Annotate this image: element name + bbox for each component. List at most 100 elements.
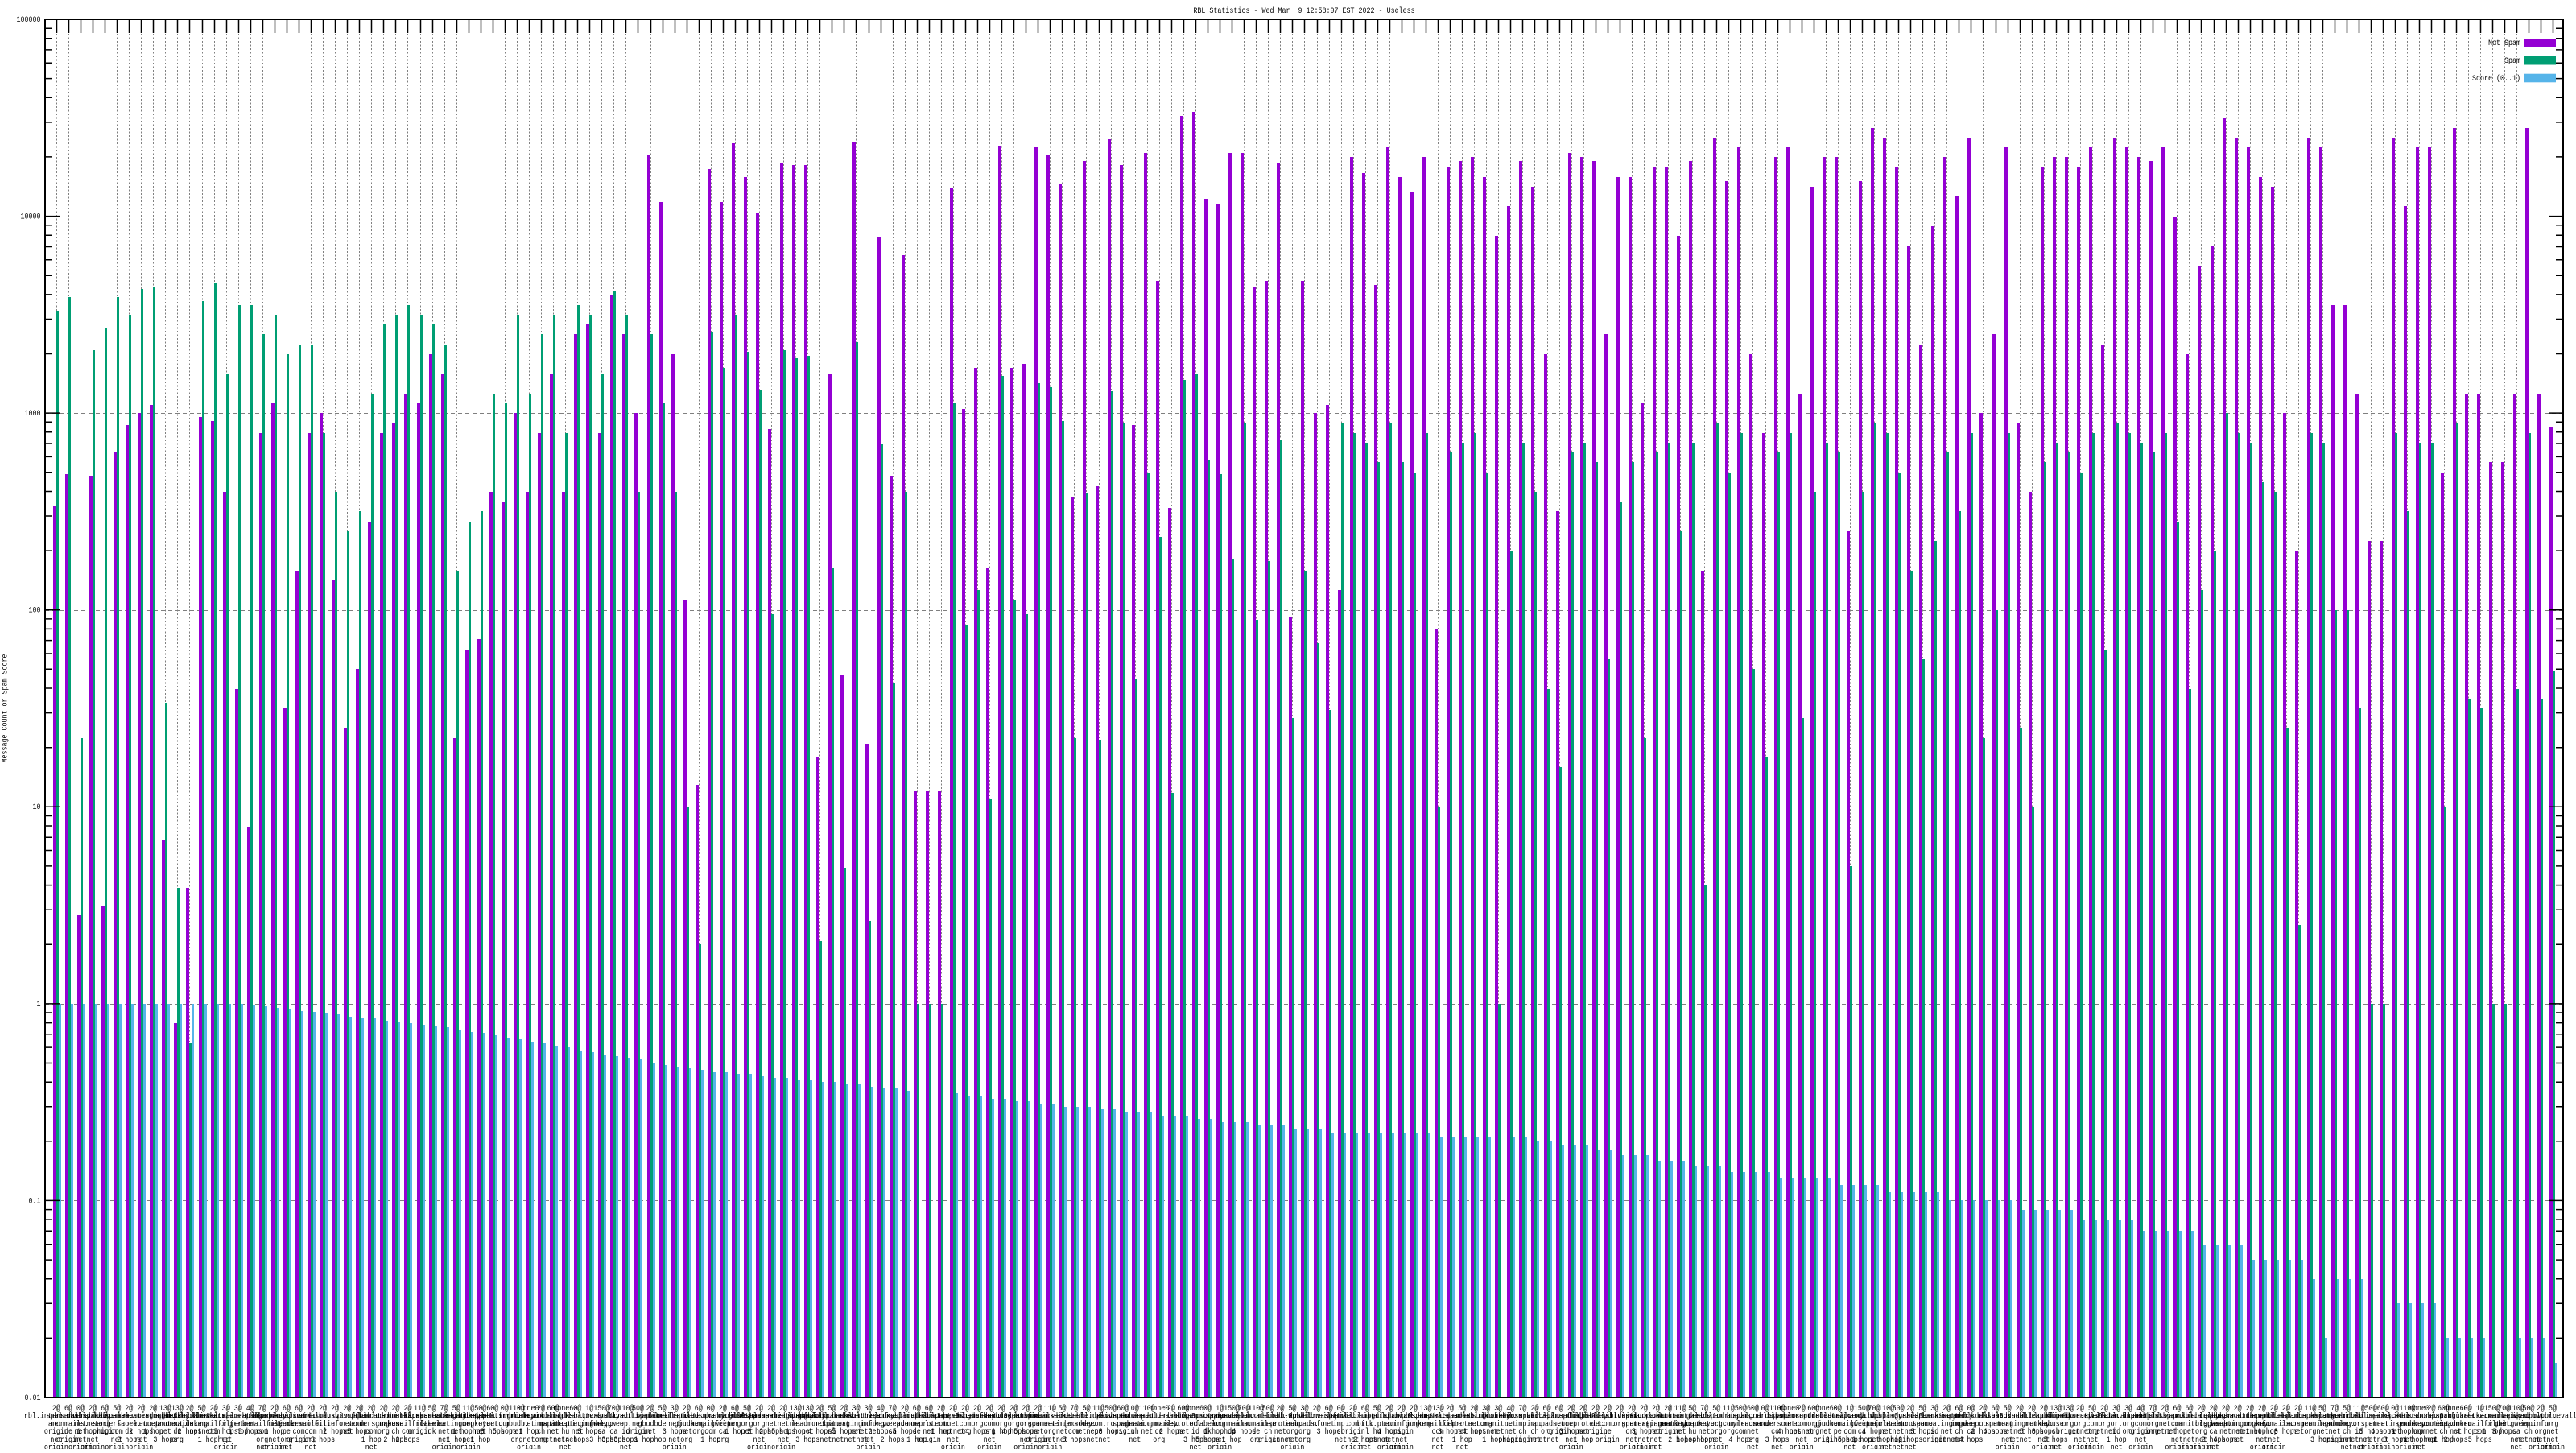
svg-text:backscatter.: backscatter. [432, 1411, 481, 1421]
svg-text:org: org [1298, 1434, 1311, 1444]
svg-text:com: com [704, 1426, 716, 1436]
svg-text:net: net [87, 1434, 99, 1444]
svg-text:5@: 5@ [2343, 1403, 2351, 1413]
svg-text:org: org [2486, 1419, 2498, 1429]
svg-text:virbl.dnsbl.: virbl.dnsbl. [1341, 1411, 1389, 1421]
svg-text:2@: 2@ [937, 1403, 945, 1413]
svg-text:1 hop: 1 hop [446, 1434, 466, 1444]
svg-text:1 hop: 1 hop [1573, 1434, 1593, 1444]
svg-text:com: com [2280, 1419, 2292, 1429]
svg-text:de: de [1228, 1426, 1236, 1436]
svg-text:dnsbl.calivent.: dnsbl.calivent. [256, 1411, 316, 1421]
svg-text:noptr.spamrats.: noptr.spamrats. [1420, 1411, 1480, 1421]
svg-text:net: net [668, 1434, 680, 1444]
svg-text:net: net [1711, 1434, 1723, 1444]
svg-text:2@: 2@ [1640, 1403, 1648, 1413]
svg-text:leadmon.: leadmon. [1736, 1419, 1769, 1429]
svg-text:bit.: bit. [1357, 1419, 1373, 1429]
svg-text:4@: 4@ [2136, 1403, 2145, 1413]
svg-text:0@: 0@ [1203, 1403, 1212, 1413]
svg-text:netnet: netnet [1790, 1426, 1814, 1436]
svg-text:2@: 2@ [1034, 1403, 1042, 1413]
svg-text:0.01: 0.01 [24, 1393, 40, 1402]
svg-text:net: net [1286, 1434, 1298, 1444]
svg-text:70@: 70@ [2498, 1403, 2510, 1413]
svg-text:net: net [1141, 1426, 1153, 1436]
svg-text:wormrbl.: wormrbl. [1942, 1411, 1975, 1421]
svg-text:fabel.: fabel. [117, 1419, 141, 1429]
svg-text:bl.konstant.: bl.konstant. [1959, 1411, 2007, 1421]
svg-text:4 hops: 4 hops [2371, 1426, 2395, 1436]
svg-text:psbl.surriel.: psbl.surriel. [478, 1411, 530, 1421]
svg-text:net: net [474, 1426, 486, 1436]
svg-text:0@: 0@ [1834, 1403, 1842, 1413]
svg-text:4 hops: 4 hops [565, 1434, 589, 1444]
svg-text:com: com [1917, 1419, 1929, 1429]
svg-text:net: net [462, 1434, 474, 1444]
svg-text:b.barracudacentral.: b.barracudacentral. [964, 1411, 1040, 1421]
svg-text:netnet: netnet [2153, 1426, 2177, 1436]
svg-text:imp.: imp. [2339, 1419, 2355, 1429]
svg-text:com: com [2135, 1419, 2147, 1429]
svg-text:1@: 1@ [585, 1403, 593, 1413]
svg-text:bl.mxrbl.: bl.mxrbl. [2268, 1411, 2304, 1421]
svg-text:2@: 2@ [755, 1403, 763, 1413]
svg-text:com: com [1843, 1426, 1856, 1436]
svg-text:1 hop: 1 hop [2482, 1426, 2502, 1436]
svg-text:backscatter.: backscatter. [2298, 1411, 2347, 1421]
svg-text:net: net [1432, 1443, 1444, 1449]
svg-text:orvedb.: orvedb. [1533, 1411, 1561, 1421]
svg-text:2@: 2@ [1616, 1403, 1624, 1413]
svg-text:5 hops: 5 hops [214, 1426, 238, 1436]
svg-text:ro: ro [1107, 1419, 1115, 1429]
svg-text:org: org [1747, 1434, 1759, 1444]
svg-text:hostkarma.: hostkarma. [2460, 1411, 2500, 1421]
svg-text:org: org [729, 1419, 741, 1429]
svg-text:de: de [2040, 1419, 2048, 1429]
svg-text:spamsources.: spamsources. [1183, 1411, 1232, 1421]
svg-text:net: net [2074, 1434, 2086, 1444]
svg-text:spameatingmonkey.: spameatingmonkey. [2288, 1419, 2356, 1429]
svg-text:com: com [365, 1426, 378, 1436]
svg-text:4 hops: 4 hops [1777, 1426, 1802, 1436]
svg-text:bl.nordspam.: bl.nordspam. [917, 1411, 965, 1421]
svg-text:3 hops: 3 hops [311, 1434, 335, 1444]
svg-text:com: com [1759, 1419, 1771, 1429]
svg-text:5@: 5@ [2549, 1403, 2557, 1413]
svg-text:com: com [2413, 1426, 2425, 1436]
svg-text:1 hop: 1 hop [143, 1426, 163, 1436]
svg-text:5 hops: 5 hops [2020, 1426, 2044, 1436]
svg-text:dnsbl.antispam.: dnsbl.antispam. [596, 1411, 656, 1421]
svg-text:4 hops: 4 hops [1232, 1426, 1256, 1436]
svg-text:net: net [802, 1426, 814, 1436]
svg-text:zen.spamhaus.: zen.spamhaus. [2466, 1411, 2518, 1421]
svg-text:6@: 6@ [2173, 1403, 2181, 1413]
svg-text:2@: 2@ [2197, 1403, 2205, 1413]
svg-text:5 hops: 5 hops [1062, 1434, 1086, 1444]
svg-text:origin: origin [1547, 1426, 1571, 1436]
svg-text:net: net [2510, 1434, 2522, 1444]
svg-text:spameatingmonkey.: spameatingmonkey. [422, 1419, 490, 1429]
svg-text:6@: 6@ [925, 1403, 933, 1413]
svg-text:origin: origin [44, 1426, 68, 1436]
svg-text:1@: 1@ [2476, 1403, 2484, 1413]
svg-text:spameatingmonkey.: spameatingmonkey. [2203, 1419, 2272, 1429]
svg-text:net: net [572, 1426, 584, 1436]
svg-text:110@: 110@ [2399, 1403, 2415, 1413]
svg-text:dnsbl.zapbl.: dnsbl.zapbl. [2140, 1411, 2189, 1421]
svg-text:2@: 2@ [2427, 1403, 2435, 1413]
svg-text:11@: 11@ [2353, 1403, 2365, 1413]
svg-text:2@: 2@ [2234, 1403, 2242, 1413]
svg-text:110@: 110@ [1769, 1403, 1785, 1413]
svg-text:5@: 5@ [1288, 1403, 1296, 1413]
svg-text:dyna.spamrats.: dyna.spamrats. [1216, 1411, 1272, 1421]
svg-text:bl.0spam.: bl.0spam. [1395, 1411, 1431, 1421]
svg-text:netnet: netnet [856, 1426, 880, 1436]
svg-text:net: net [1165, 1419, 1177, 1429]
svg-text:net: net [753, 1434, 765, 1444]
svg-text:aupads.: aupads. [1290, 1419, 1319, 1429]
svg-text:rbl.abuse.: rbl.abuse. [2448, 1411, 2488, 1421]
svg-text:dnsbl-3.: dnsbl-3. [1870, 1411, 1902, 1421]
svg-text:z.mailspike.: z.mailspike. [2480, 1411, 2529, 1421]
svg-text:1 hop: 1 hop [2434, 1434, 2454, 1444]
